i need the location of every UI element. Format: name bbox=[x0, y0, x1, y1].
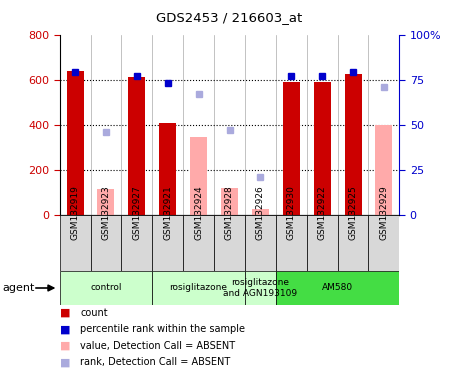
Text: GSM132922: GSM132922 bbox=[318, 185, 327, 240]
Text: ■: ■ bbox=[60, 358, 70, 367]
Text: value, Detection Call = ABSENT: value, Detection Call = ABSENT bbox=[80, 341, 235, 351]
Text: GSM132928: GSM132928 bbox=[225, 185, 234, 240]
FancyBboxPatch shape bbox=[369, 215, 399, 271]
Bar bbox=[97, 189, 114, 215]
Text: GSM132919: GSM132919 bbox=[71, 185, 79, 240]
FancyBboxPatch shape bbox=[90, 215, 122, 271]
Text: agent: agent bbox=[2, 283, 35, 293]
Text: rosiglitazone
and AGN193109: rosiglitazone and AGN193109 bbox=[224, 278, 297, 298]
FancyBboxPatch shape bbox=[60, 271, 152, 305]
Text: ■: ■ bbox=[60, 324, 70, 334]
Text: GSM132927: GSM132927 bbox=[132, 185, 141, 240]
Text: count: count bbox=[80, 308, 108, 318]
Text: AM580: AM580 bbox=[322, 283, 353, 293]
Text: ■: ■ bbox=[60, 341, 70, 351]
Bar bbox=[190, 137, 207, 215]
Text: GDS2453 / 216603_at: GDS2453 / 216603_at bbox=[157, 12, 302, 25]
Text: percentile rank within the sample: percentile rank within the sample bbox=[80, 324, 245, 334]
Text: GSM132929: GSM132929 bbox=[380, 185, 388, 240]
FancyBboxPatch shape bbox=[183, 215, 214, 271]
Bar bbox=[159, 122, 176, 215]
Bar bbox=[129, 78, 146, 215]
Text: GSM132923: GSM132923 bbox=[101, 185, 111, 240]
FancyBboxPatch shape bbox=[122, 215, 152, 271]
FancyBboxPatch shape bbox=[276, 271, 399, 305]
Text: rosiglitazone: rosiglitazone bbox=[170, 283, 228, 293]
Bar bbox=[375, 125, 392, 215]
Text: ■: ■ bbox=[60, 308, 70, 318]
Bar bbox=[252, 209, 269, 215]
Bar bbox=[313, 82, 330, 215]
FancyBboxPatch shape bbox=[152, 271, 245, 305]
FancyBboxPatch shape bbox=[276, 215, 307, 271]
FancyBboxPatch shape bbox=[60, 215, 90, 271]
Bar bbox=[345, 74, 362, 215]
FancyBboxPatch shape bbox=[307, 215, 337, 271]
Bar bbox=[67, 71, 84, 215]
Text: GSM132921: GSM132921 bbox=[163, 185, 172, 240]
Text: rank, Detection Call = ABSENT: rank, Detection Call = ABSENT bbox=[80, 358, 230, 367]
Text: GSM132924: GSM132924 bbox=[194, 185, 203, 240]
Bar bbox=[221, 188, 238, 215]
Text: GSM132926: GSM132926 bbox=[256, 185, 265, 240]
FancyBboxPatch shape bbox=[245, 215, 276, 271]
Text: control: control bbox=[90, 283, 122, 293]
FancyBboxPatch shape bbox=[245, 271, 276, 305]
Text: GSM132930: GSM132930 bbox=[287, 185, 296, 240]
FancyBboxPatch shape bbox=[214, 215, 245, 271]
FancyBboxPatch shape bbox=[337, 215, 369, 271]
Text: GSM132925: GSM132925 bbox=[348, 185, 358, 240]
FancyBboxPatch shape bbox=[152, 215, 183, 271]
Bar bbox=[283, 82, 300, 215]
